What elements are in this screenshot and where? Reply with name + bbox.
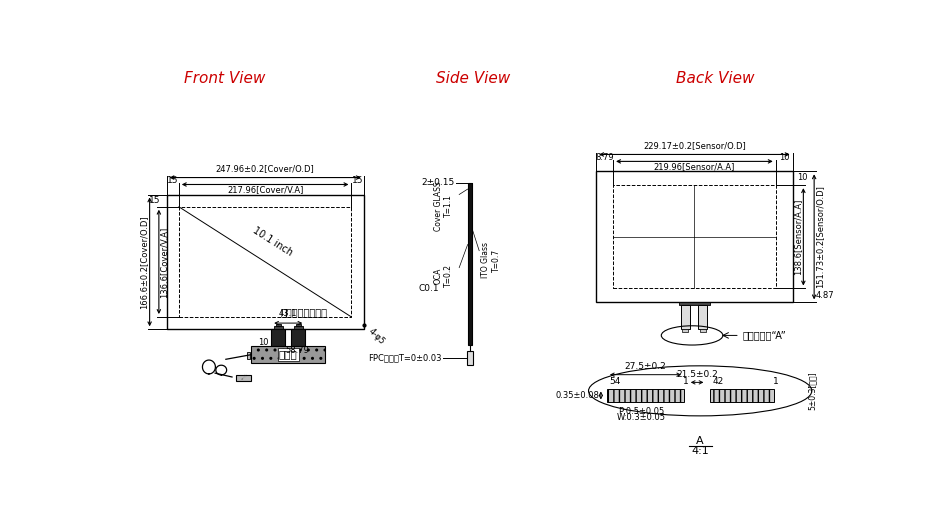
Bar: [294, 326, 303, 329]
Text: 10: 10: [258, 338, 268, 347]
Bar: [698, 305, 707, 329]
Text: 42: 42: [712, 377, 724, 386]
Bar: [236, 375, 252, 381]
Bar: [607, 388, 684, 402]
Text: 217.96[Cover/V.A]: 217.96[Cover/V.A]: [227, 186, 303, 195]
Bar: [252, 346, 325, 363]
Text: 247.96±0.2[Cover/O.D]: 247.96±0.2[Cover/O.D]: [215, 164, 314, 173]
Text: OCA
T=0.2: OCA T=0.2: [433, 264, 453, 287]
Bar: [710, 388, 774, 402]
Text: 控制器: 控制器: [279, 350, 297, 360]
Text: W:0.3±0.05: W:0.3±0.05: [617, 413, 666, 422]
Text: 138.6[Sensor/A.A]: 138.6[Sensor/A.A]: [793, 199, 802, 275]
Text: Back View: Back View: [677, 72, 755, 86]
Text: 4.87: 4.87: [816, 291, 834, 300]
Text: 0.35±0.08: 0.35±0.08: [555, 391, 599, 400]
Bar: [274, 326, 282, 329]
Bar: [682, 329, 688, 332]
Text: 4-φ5: 4-φ5: [367, 326, 387, 346]
Text: 15: 15: [351, 176, 363, 185]
Text: 8.79: 8.79: [596, 153, 614, 162]
Text: Side View: Side View: [436, 72, 510, 86]
Text: 1: 1: [683, 377, 689, 386]
Bar: [467, 351, 473, 365]
Bar: [179, 207, 351, 317]
Bar: [700, 329, 706, 332]
Bar: [613, 186, 775, 288]
Bar: [680, 305, 690, 329]
Text: 10: 10: [797, 173, 808, 182]
Text: Front View: Front View: [185, 72, 266, 86]
Text: 10: 10: [779, 153, 789, 162]
Text: FPC总厚度T=0±0.03: FPC总厚度T=0±0.03: [368, 353, 442, 362]
Text: A: A: [696, 436, 704, 446]
Text: 15: 15: [167, 176, 179, 185]
Text: 58.79: 58.79: [285, 346, 309, 355]
Bar: [596, 171, 792, 302]
Text: 15: 15: [149, 196, 160, 205]
Text: 丝印黑色（背面）: 丝印黑色（背面）: [281, 307, 327, 317]
Text: 54: 54: [610, 377, 621, 386]
Text: 5±0.3[未墙]: 5±0.3[未墙]: [807, 372, 816, 410]
Bar: [296, 324, 300, 326]
Text: 21.5±0.2: 21.5±0.2: [677, 369, 718, 378]
Bar: [276, 324, 281, 326]
Bar: [292, 329, 305, 346]
Bar: [167, 195, 363, 329]
Text: 219.96[Sensor/A.A]: 219.96[Sensor/A.A]: [653, 162, 735, 171]
Text: 166.6±0.2[Cover/O.D]: 166.6±0.2[Cover/O.D]: [139, 215, 148, 308]
Text: 10.1 inch: 10.1 inch: [251, 225, 295, 258]
Text: 2±0.15: 2±0.15: [421, 179, 455, 188]
Text: 4:1: 4:1: [692, 446, 709, 456]
Text: Cover GLASS
T=1.1: Cover GLASS T=1.1: [433, 181, 453, 231]
Text: 136.6[Cover/V.A]: 136.6[Cover/V.A]: [159, 226, 169, 297]
Bar: [271, 329, 285, 346]
Text: 1: 1: [774, 377, 779, 386]
Bar: [679, 302, 710, 305]
Text: ITO Glass
T=0.7: ITO Glass T=0.7: [482, 242, 500, 278]
Text: 43.1: 43.1: [279, 310, 297, 319]
Text: ☄: ☄: [240, 375, 247, 381]
Text: P:0.5±0.05: P:0.5±0.05: [619, 407, 665, 416]
Bar: [247, 352, 251, 358]
Text: 详见放大图“A”: 详见放大图“A”: [742, 330, 786, 340]
Text: 151.73±0.2[Sensor/O.D]: 151.73±0.2[Sensor/O.D]: [816, 186, 825, 288]
Text: C0.1: C0.1: [418, 284, 439, 293]
Text: 27.5±0.2: 27.5±0.2: [624, 362, 666, 371]
Bar: [468, 183, 473, 344]
Text: 229.17±0.2[Sensor/O.D]: 229.17±0.2[Sensor/O.D]: [643, 141, 746, 150]
